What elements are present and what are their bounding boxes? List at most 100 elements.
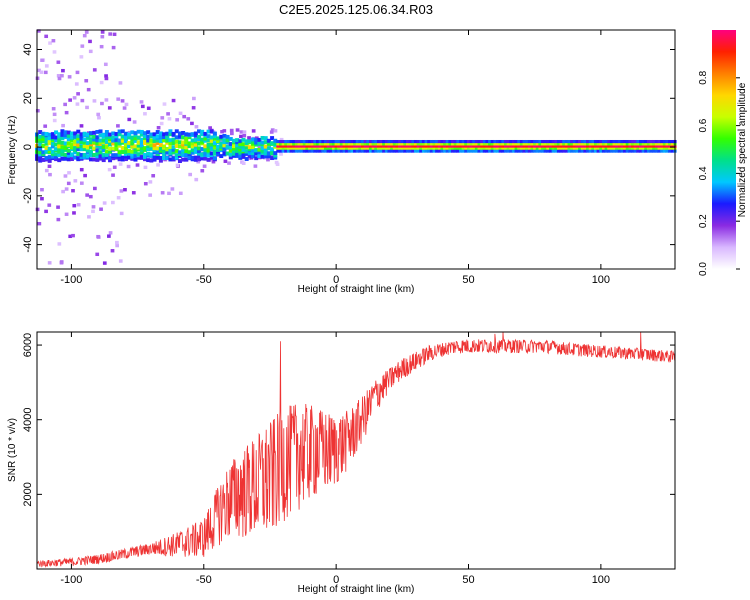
spectrogram-cell: [361, 139, 365, 144]
spectrogram-cell: [490, 145, 494, 148]
spectrogram-cell: [331, 143, 336, 146]
spectrogram-cell: [270, 156, 275, 161]
spectrogram-cell: [562, 145, 566, 148]
spectrogram-cell: [91, 209, 95, 214]
spectrogram-cell: [73, 134, 78, 139]
spectrogram-cell: [56, 205, 60, 209]
spectrogram-cell: [519, 143, 524, 146]
spectrogram-cell: [429, 143, 434, 146]
spectrogram-cell: [57, 140, 62, 145]
spectrogram-cell: [88, 39, 92, 44]
spectrogram-cell: [464, 143, 468, 146]
spectrogram-cell: [43, 70, 48, 75]
spectrogram-cell: [192, 96, 196, 101]
spectrogram-cell: [75, 102, 80, 106]
spectrogram-cell: [456, 147, 460, 150]
spectrogram-cell: [668, 149, 672, 153]
spectrogram-cell: [501, 149, 505, 153]
spectrogram-cell: [496, 143, 500, 146]
spectrogram-cell: [593, 145, 598, 148]
spectrogram-cell: [562, 139, 566, 144]
spectrogram-cell: [657, 147, 661, 150]
spectrogram-cell: [95, 135, 100, 140]
spectrogram-cell: [339, 149, 344, 153]
spectrogram-cell: [111, 45, 116, 50]
spectrogram-cell: [276, 145, 280, 148]
spectrogram-cell: [190, 141, 195, 146]
spectrogram-cell: [54, 142, 59, 147]
colorbar-tick-label: 0.8: [698, 70, 709, 84]
spectrogram-cell: [247, 156, 252, 160]
spectrogram-cell: [657, 149, 661, 153]
spectrogram-cell: [461, 139, 465, 144]
spectrogram-cell: [501, 145, 505, 148]
spectrogram-cell: [604, 145, 608, 148]
spectrogram-cell: [38, 130, 43, 135]
spectrogram-cell: [51, 107, 56, 111]
spectrogram-cell: [275, 162, 280, 166]
spectrogram-cell: [44, 136, 49, 141]
spectrogram-cell: [96, 234, 100, 239]
spectrogram-cell: [376, 145, 381, 148]
spectrogram-cell: [206, 142, 211, 147]
spectrogram-cell: [538, 143, 542, 146]
spectrogram-cell: [633, 143, 637, 146]
spectrogram-cell: [50, 152, 55, 157]
spectrogram-cell: [668, 139, 672, 144]
spectrogram-cell: [56, 74, 61, 78]
spectrogram-cell: [123, 142, 128, 147]
spectrogram-cell: [197, 149, 202, 154]
spectrogram-cell: [496, 147, 500, 150]
spectrogram-cell: [149, 138, 154, 143]
spectrogram-cell: [363, 147, 367, 150]
spectrogram-cell: [464, 145, 468, 148]
spectrogram-cell: [419, 145, 423, 148]
spectrogram-cell: [506, 149, 510, 153]
spectrogram-cell: [321, 149, 325, 153]
spectrogram-cell: [79, 132, 84, 137]
spectrogram-cell: [190, 155, 195, 160]
spectrogram-cell: [437, 145, 441, 148]
spectrogram-cell: [136, 143, 141, 148]
spectrogram-cell: [122, 106, 127, 110]
spectrogram-cell: [519, 145, 524, 148]
spectrogram-cell: [212, 149, 217, 154]
spectrogram-cell: [411, 143, 415, 146]
spectrogram-cell: [326, 147, 330, 150]
spectrogram-cell: [575, 149, 579, 153]
spectrogram-cell: [231, 153, 236, 158]
spectrogram-cell: [276, 139, 280, 144]
spectrogram-cell: [329, 143, 333, 146]
spectrogram-cell: [302, 139, 306, 144]
spectrogram-frame: [36, 29, 676, 270]
spectrogram-cell: [331, 139, 336, 144]
spectrogram-cell: [160, 191, 165, 195]
spectrogram-cell: [628, 143, 632, 146]
spectrogram-cell: [132, 120, 137, 124]
spectrogram-cell: [152, 155, 157, 160]
snr-x-tick-label: 100: [592, 574, 610, 586]
spectrogram-cell: [212, 141, 217, 146]
spectrogram-cell: [591, 143, 595, 146]
spectrogram-cell: [254, 138, 259, 143]
spectrogram-cell: [551, 143, 555, 146]
spectrogram-cell: [347, 139, 351, 144]
spectrogram-cell: [591, 147, 595, 150]
spectrogram-cell: [408, 143, 412, 146]
spectrogram-cell: [318, 149, 322, 153]
spectrogram-cell: [461, 145, 465, 148]
spectrogram-cell: [48, 172, 52, 177]
spectrogram-cell: [61, 123, 65, 128]
spectrogram-cell: [604, 143, 608, 146]
spectrogram-cell: [44, 64, 49, 68]
spectrogram-cell: [50, 144, 55, 149]
spectrogram-y-tick-label: 20: [22, 92, 34, 104]
spectrogram-cell: [57, 132, 62, 137]
spectrogram-cell: [54, 138, 59, 143]
spectrogram-cell: [448, 149, 452, 153]
spectrogram-cell: [178, 191, 183, 196]
spectrogram-cell: [47, 203, 52, 207]
spectrogram-cell: [273, 138, 278, 143]
spectrogram-cell: [466, 145, 471, 148]
spectrogram-cell: [242, 130, 247, 134]
